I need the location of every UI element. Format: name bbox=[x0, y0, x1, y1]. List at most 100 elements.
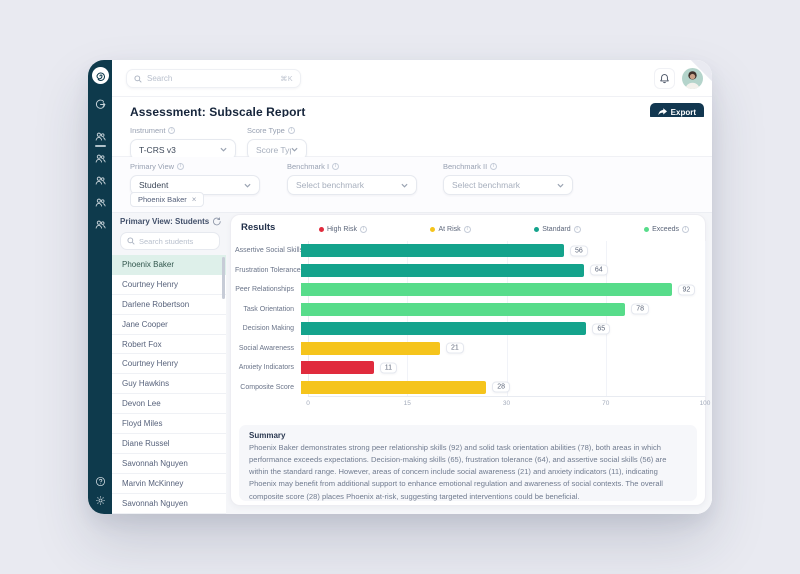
bar bbox=[301, 263, 584, 277]
student-list-item[interactable]: Savonnah Nguyen bbox=[112, 453, 226, 474]
chart-row: Peer Relationships 92 bbox=[235, 280, 698, 300]
selected-student-chip[interactable]: Phoenix Baker × bbox=[130, 192, 205, 207]
collapse-sidebar-icon[interactable] bbox=[95, 99, 106, 110]
info-icon[interactable]: i bbox=[359, 226, 367, 233]
student-list-item[interactable]: Guy Hawkins bbox=[112, 374, 226, 395]
bar bbox=[301, 302, 626, 316]
info-icon[interactable]: i bbox=[287, 127, 295, 134]
students-panel-header: Primary View: Students bbox=[120, 217, 221, 226]
bar bbox=[301, 283, 672, 297]
export-button[interactable]: Export bbox=[649, 103, 704, 121]
student-list-item[interactable]: Robert Fox bbox=[112, 334, 226, 355]
global-search-input[interactable] bbox=[147, 74, 276, 83]
bar-category-label: Frustration Tolerance bbox=[235, 266, 301, 274]
summary-panel: Summary Phoenix Baker demonstrates stron… bbox=[239, 425, 697, 501]
bar-category-label: Social Awareness bbox=[238, 344, 294, 352]
gridline bbox=[506, 241, 508, 396]
student-list-item[interactable]: Courtney Henry bbox=[112, 354, 226, 375]
help-icon[interactable] bbox=[95, 476, 106, 487]
info-icon[interactable]: i bbox=[682, 226, 689, 233]
gear-icon[interactable] bbox=[95, 495, 106, 506]
benchmark-2-field: Benchmark II i Select benchmark bbox=[443, 162, 573, 195]
student-list-item[interactable]: Floyd Miles bbox=[112, 414, 226, 435]
chevron-down-icon bbox=[557, 183, 564, 188]
gridline bbox=[605, 241, 607, 396]
instrument-label: Instrument i bbox=[130, 126, 236, 135]
benchmark-2-select[interactable]: Select benchmark bbox=[443, 175, 573, 195]
student-list-scrollbar[interactable] bbox=[222, 257, 225, 299]
student-list-item[interactable]: Marvin McKinney bbox=[112, 473, 226, 494]
users-icon[interactable] bbox=[94, 174, 107, 187]
legend-item: Exceeds i bbox=[644, 226, 689, 233]
x-axis-tick: 0 bbox=[306, 400, 310, 407]
info-icon[interactable]: i bbox=[573, 226, 581, 233]
users-icon[interactable] bbox=[94, 196, 107, 209]
x-axis-tick: 70 bbox=[602, 400, 610, 407]
reset-view-icon[interactable] bbox=[212, 217, 221, 226]
bar-track: 11 bbox=[301, 361, 698, 375]
results-card: Results High Risk i At Risk i Standard i Excee… bbox=[230, 214, 710, 506]
primary-view-field: Primary View i Student bbox=[130, 162, 260, 195]
student-list-item[interactable]: Courtney Henry bbox=[112, 274, 226, 295]
instrument-field: Instrument i T-CRS v3 bbox=[130, 126, 236, 160]
info-icon[interactable]: i bbox=[463, 226, 471, 233]
x-axis-tick: 30 bbox=[502, 400, 511, 407]
student-name: Savonnah Nguyen bbox=[122, 498, 188, 508]
students-panel: Primary View: Students Phoenix Baker Cour… bbox=[112, 213, 226, 514]
student-list-item[interactable]: Savonnah Nguyen bbox=[112, 493, 226, 514]
chevron-down-icon bbox=[220, 147, 227, 152]
chevron-down-icon bbox=[401, 183, 408, 188]
legend-label: High Risk bbox=[327, 226, 357, 233]
student-list-item[interactable]: Jane Cooper bbox=[112, 314, 226, 335]
chart-row: Assertive Social Skills 56 bbox=[235, 241, 698, 261]
student-name: Marvin McKinney bbox=[122, 478, 184, 488]
notifications-button[interactable] bbox=[654, 68, 675, 89]
student-list-item[interactable]: Darlene Robertson bbox=[112, 294, 226, 315]
legend-label: Standard bbox=[542, 226, 571, 233]
info-icon[interactable]: i bbox=[490, 163, 498, 170]
chip-close-icon[interactable]: × bbox=[191, 194, 197, 204]
bar-value-badge: 11 bbox=[379, 362, 398, 374]
legend-dot-icon bbox=[534, 227, 540, 232]
legend-dot-icon bbox=[644, 227, 650, 232]
bar-value-badge: 56 bbox=[570, 245, 588, 257]
search-shortcut-badge: ⌘K bbox=[280, 75, 293, 83]
benchmark-1-select[interactable]: Select benchmark bbox=[287, 175, 417, 195]
bell-icon bbox=[659, 73, 670, 84]
bar-category-label: Task Orientation bbox=[243, 305, 294, 313]
bar-track: 92 bbox=[301, 283, 698, 297]
bar-category-label: Composite Score bbox=[240, 383, 294, 391]
users-icon[interactable] bbox=[94, 218, 107, 231]
info-icon[interactable]: i bbox=[177, 163, 185, 170]
export-icon bbox=[657, 108, 667, 116]
benchmark-2-label: Benchmark II i bbox=[443, 162, 573, 171]
students-panel-title: Primary View: Students bbox=[120, 217, 210, 226]
students-search-input[interactable] bbox=[139, 236, 213, 246]
bar-category-label: Decision Making bbox=[242, 325, 294, 333]
filter-row-1: Instrument i T-CRS v3 Score Type i Score T… bbox=[112, 117, 712, 160]
student-list-item[interactable]: Diane Russel bbox=[112, 434, 226, 454]
global-search[interactable]: ⌘K bbox=[126, 69, 301, 88]
search-icon bbox=[134, 74, 142, 83]
info-icon[interactable]: i bbox=[332, 163, 340, 170]
user-avatar[interactable] bbox=[682, 68, 703, 89]
student-name: Courtney Henry bbox=[122, 279, 179, 289]
users-icon[interactable] bbox=[94, 130, 107, 147]
student-list-item[interactable]: Phoenix Baker bbox=[112, 255, 226, 275]
results-title: Results bbox=[241, 222, 276, 233]
bar-track: 65 bbox=[301, 322, 698, 336]
student-name: Phoenix Baker bbox=[122, 259, 175, 269]
legend-item: High Risk i bbox=[319, 226, 367, 233]
bar-track: 78 bbox=[301, 302, 698, 316]
brand-spiral-logo[interactable] bbox=[91, 67, 109, 84]
student-list-item[interactable]: Devon Lee bbox=[112, 394, 226, 415]
student-name: Guy Hawkins bbox=[122, 379, 170, 389]
sidebar-bottom bbox=[95, 476, 106, 506]
students-search[interactable] bbox=[120, 232, 220, 250]
users-icon[interactable] bbox=[94, 152, 107, 165]
subscale-bar-chart: Assertive Social Skills 56 Frustration Tol… bbox=[235, 241, 698, 397]
bar-value-badge: 78 bbox=[631, 303, 649, 315]
chevron-down-icon bbox=[291, 147, 298, 152]
score-type-label: Score Type i bbox=[247, 126, 307, 135]
info-icon[interactable]: i bbox=[168, 127, 176, 134]
